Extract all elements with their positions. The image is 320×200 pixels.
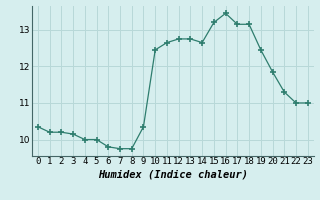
X-axis label: Humidex (Indice chaleur): Humidex (Indice chaleur) — [98, 169, 248, 179]
